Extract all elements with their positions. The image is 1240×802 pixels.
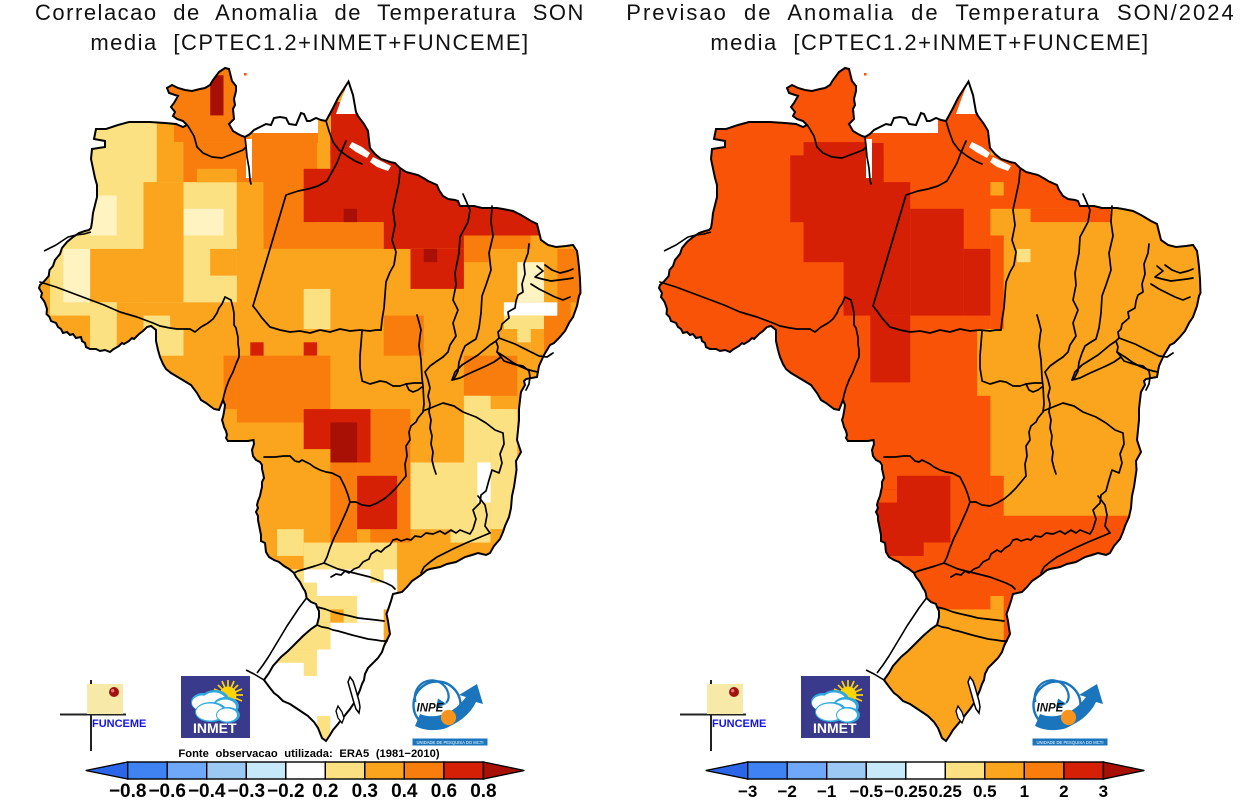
svg-text:2: 2	[1059, 782, 1068, 801]
svg-text:0.4: 0.4	[391, 781, 418, 802]
svg-text:INMET: INMET	[813, 720, 857, 736]
svg-text:FUNCEME: FUNCEME	[712, 718, 766, 730]
svg-text:−3: −3	[738, 782, 757, 801]
svg-text:−0.8: −0.8	[109, 781, 147, 802]
svg-text:INMET: INMET	[193, 720, 237, 736]
svg-text:UNIDADE DE PESQUISA DO MCTI: UNIDADE DE PESQUISA DO MCTI	[1036, 740, 1103, 745]
svg-text:INPE: INPE	[417, 703, 444, 715]
svg-text:−1: −1	[817, 782, 836, 801]
svg-text:−0.4: −0.4	[188, 781, 226, 802]
svg-text:3: 3	[1099, 782, 1108, 801]
svg-text:INPE: INPE	[1037, 703, 1064, 715]
svg-text:−0.25: −0.25	[884, 782, 927, 801]
svg-text:0.2: 0.2	[312, 781, 338, 802]
svg-text:−2: −2	[778, 782, 797, 801]
svg-text:FUNCEME: FUNCEME	[92, 718, 146, 730]
svg-text:0.6: 0.6	[431, 781, 457, 802]
svg-text:0.5: 0.5	[973, 782, 997, 801]
svg-text:−0.5: −0.5	[850, 782, 884, 801]
svg-text:0.25: 0.25	[929, 782, 962, 801]
svg-text:media [CPTEC1.2+INMET+FUNCEME]: media [CPTEC1.2+INMET+FUNCEME]	[710, 30, 1149, 55]
svg-text:−0.3: −0.3	[228, 781, 266, 802]
svg-text:0.3: 0.3	[352, 781, 378, 802]
svg-text:Fonte observacao utilizada: ER: Fonte observacao utilizada: ERA5 (1981−2…	[178, 748, 439, 760]
svg-text:−0.2: −0.2	[267, 781, 305, 802]
svg-text:0.8: 0.8	[470, 781, 496, 802]
svg-text:1: 1	[1020, 782, 1029, 801]
svg-text:Correlacao de Anomalia de Temp: Correlacao de Anomalia de Temperatura SO…	[35, 0, 585, 25]
svg-text:UNIDADE DE PESQUISA DO MCTI: UNIDADE DE PESQUISA DO MCTI	[416, 740, 483, 745]
svg-text:−0.6: −0.6	[148, 781, 186, 802]
svg-text:Previsao de Anomalia de Temper: Previsao de Anomalia de Temperatura SON/…	[626, 0, 1235, 25]
svg-text:media [CPTEC1.2+INMET+FUNCEME]: media [CPTEC1.2+INMET+FUNCEME]	[90, 30, 529, 55]
